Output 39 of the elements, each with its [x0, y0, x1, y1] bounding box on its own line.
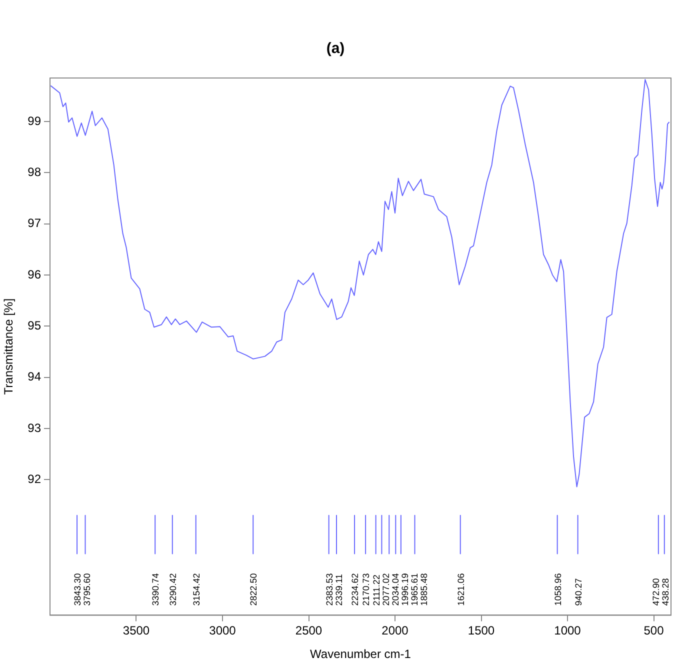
chart-title: (a) [326, 40, 345, 58]
y-tick-label: 93 [28, 420, 42, 435]
text: 3795.60 [82, 573, 92, 606]
text: 3290.42 [168, 573, 178, 606]
x-tick-label: 2500 [295, 624, 322, 638]
y-tick-label: 96 [28, 267, 42, 282]
text: 940.27 [573, 578, 584, 606]
text: 2111.22 [371, 574, 382, 606]
text: 3390.74 [150, 573, 161, 606]
text: 1996.19 [400, 573, 410, 606]
x-tick-label: 2000 [382, 624, 409, 638]
text: 3154.42 [191, 573, 202, 606]
x-tick-label: 1000 [554, 624, 582, 638]
text: 1885.48 [418, 573, 429, 606]
y-tick-label: 95 [28, 318, 42, 332]
text: 1965.61 [409, 573, 420, 606]
text: 438.28 [660, 578, 670, 606]
y-axis-title: Transmittance [%] [2, 298, 16, 395]
y-tick-label: 98 [28, 164, 42, 179]
y-tick-label: 97 [28, 216, 42, 230]
y-tick-label: 94 [28, 370, 42, 384]
text: 2170.73 [361, 573, 372, 606]
text: 2077.02 [380, 573, 391, 606]
y-tick-label: 92 [28, 472, 42, 486]
text: 1058.96 [552, 573, 563, 606]
text: 2234.62 [350, 573, 360, 606]
x-tick-label: 3500 [122, 624, 150, 638]
text: 2383.53 [324, 573, 334, 606]
x-tick-label: 3000 [209, 624, 236, 638]
text: 2034.04 [390, 573, 400, 606]
text: 2822.50 [248, 573, 259, 606]
x-tick-label: 1500 [468, 624, 495, 638]
text: 1621.06 [456, 573, 466, 606]
x-axis-title: Wavenumber cm-1 [310, 647, 412, 662]
x-tick-label: 500 [644, 624, 664, 638]
text: 3843.30 [72, 573, 83, 606]
text: 2339.11 [334, 574, 344, 606]
y-tick-label: 99 [28, 114, 42, 128]
text: 472.90 [651, 578, 661, 606]
